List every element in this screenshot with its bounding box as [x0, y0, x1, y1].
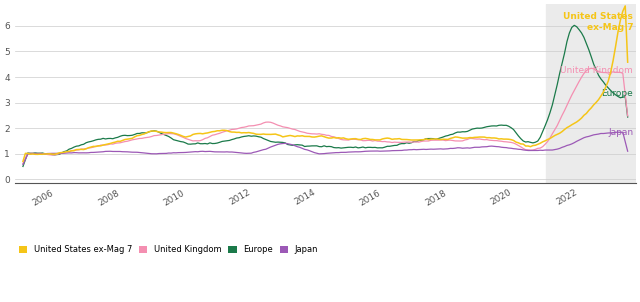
- Text: United States
ex-Mag 7: United States ex-Mag 7: [563, 12, 633, 32]
- Text: United Kingdom: United Kingdom: [561, 66, 633, 75]
- Text: Japan: Japan: [608, 127, 633, 137]
- Legend: United States ex-Mag 7, United Kingdom, Europe, Japan: United States ex-Mag 7, United Kingdom, …: [19, 245, 318, 254]
- Bar: [546, 4, 636, 183]
- Text: Europe: Europe: [602, 89, 633, 98]
